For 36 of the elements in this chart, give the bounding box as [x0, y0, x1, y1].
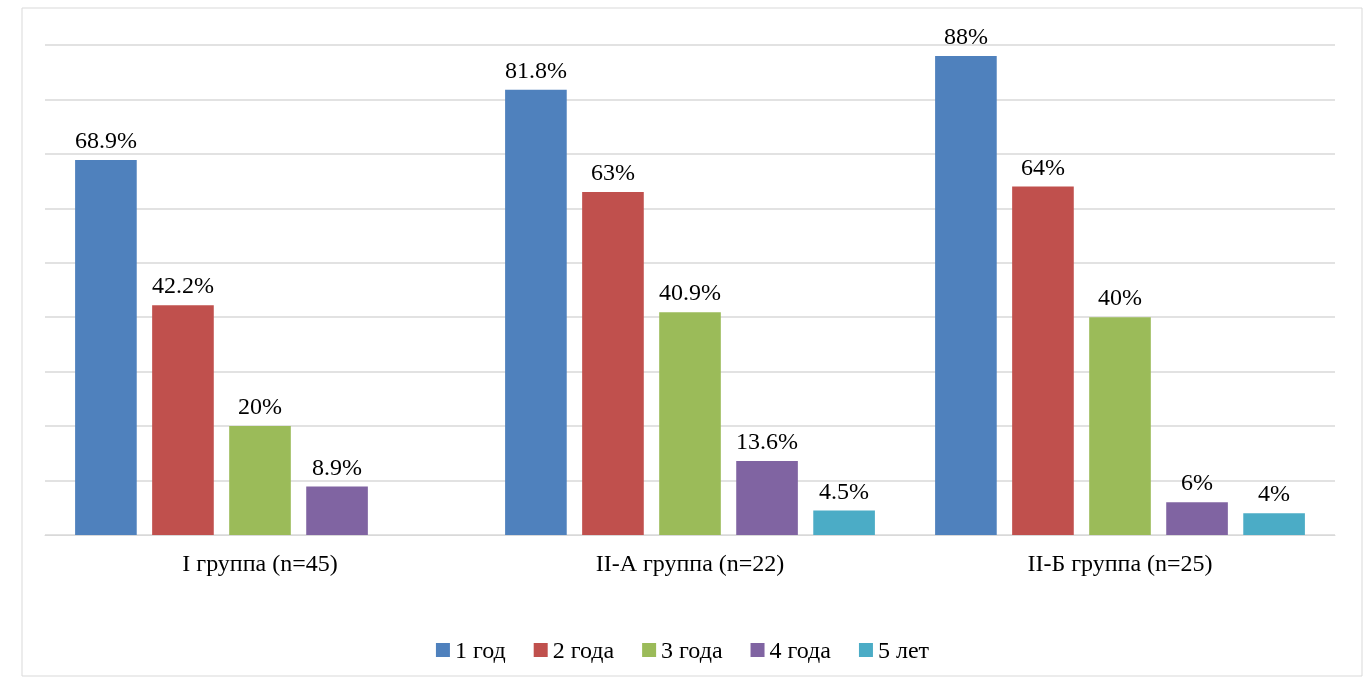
data-label: 68.9% [74, 126, 137, 153]
x-tick-label: I группа (n=45) [182, 550, 338, 576]
data-label: 13.6% [736, 427, 799, 454]
data-label: 20% [238, 393, 282, 420]
legend-label: 4 года [769, 637, 832, 663]
bar [935, 55, 997, 535]
bar [505, 89, 567, 535]
legend-label: 3 года [661, 637, 723, 663]
data-label: 40% [1098, 284, 1142, 311]
data-label: 4.5% [819, 477, 870, 504]
bar [152, 305, 214, 535]
bar [1012, 186, 1074, 535]
legend-label: 2 года [552, 637, 615, 663]
bar [736, 460, 798, 535]
data-label: 40.9% [659, 279, 721, 306]
data-label: 88% [943, 22, 988, 49]
bar [306, 486, 368, 535]
bar [229, 426, 291, 535]
data-label: 8.9% [312, 453, 363, 480]
bar [75, 159, 137, 535]
data-label: 4% [1258, 480, 1291, 507]
bar [1166, 502, 1228, 535]
x-tick-label: II-Б группа (n=25) [1027, 550, 1213, 576]
bar [1243, 513, 1305, 535]
x-tick-label: II-А группа (n=22) [595, 550, 785, 576]
data-label: 64% [1020, 153, 1065, 180]
legend-label: 1 год [454, 637, 506, 663]
bar [659, 312, 721, 535]
legend-label: 5 лет [877, 637, 930, 663]
bar [582, 192, 644, 535]
bar [813, 510, 875, 535]
data-label: 63% [590, 159, 635, 185]
data-label: 6% [1181, 469, 1214, 496]
data-label: 42.2% [151, 272, 214, 299]
bar [1089, 317, 1151, 535]
data-label: 81.8% [504, 56, 567, 83]
